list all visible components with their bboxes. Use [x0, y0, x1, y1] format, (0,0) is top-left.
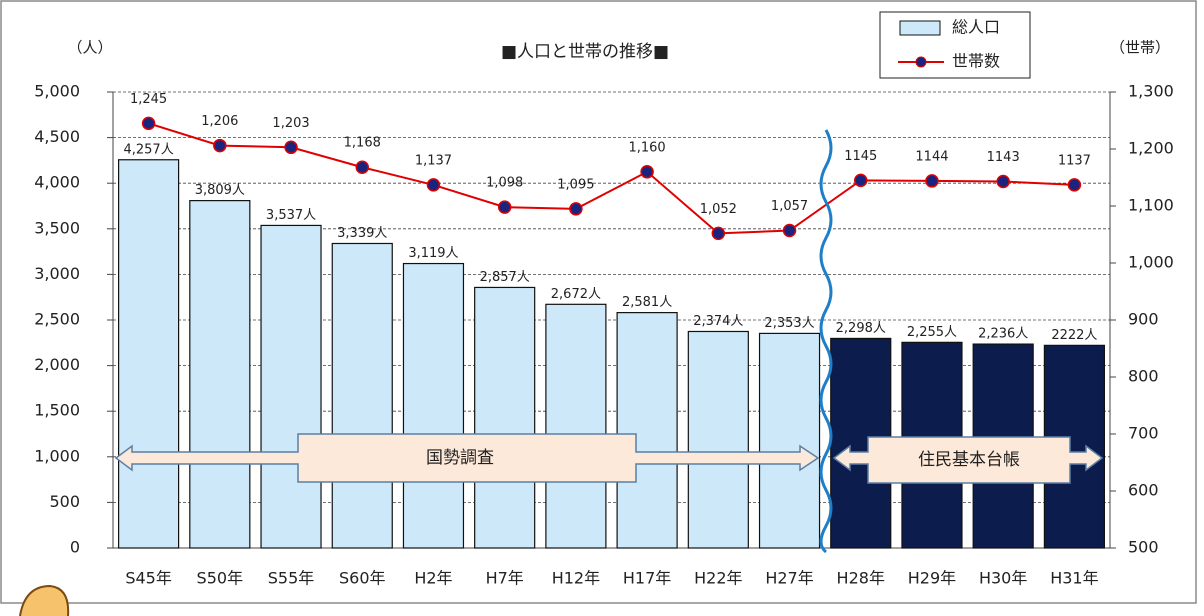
data-label: 1,098	[486, 176, 523, 191]
x-tick-label: H27年	[765, 569, 813, 588]
data-label: 1,160	[628, 140, 665, 155]
data-label: 2,298人	[836, 321, 886, 336]
annotation: 国勢調査	[426, 448, 494, 468]
bar	[760, 333, 820, 548]
x-tick-label: H12年	[552, 569, 600, 588]
y-tick-label: 3,000	[34, 264, 80, 283]
legend-label: 総人口	[952, 18, 1000, 37]
x-tick-label: H30年	[979, 569, 1027, 588]
x-tick-label: H29年	[908, 569, 956, 588]
line-marker	[356, 161, 368, 173]
y-tick-label: 1,000	[34, 446, 80, 465]
data-label: 1,245	[130, 92, 167, 107]
line-marker	[784, 225, 796, 237]
data-label: 1137	[1058, 153, 1091, 168]
x-tick-label: S55年	[268, 569, 315, 588]
data-label: 2,255人	[907, 325, 957, 340]
y2-tick-label: 1,300	[1128, 82, 1174, 101]
x-tick-label: S60年	[339, 569, 386, 588]
line-marker	[143, 117, 155, 129]
y-tick-label: 5,000	[34, 82, 80, 101]
data-label: 1,052	[700, 202, 737, 217]
y-tick-label: 4,000	[34, 173, 80, 192]
data-label: 1,168	[344, 136, 381, 151]
bar	[403, 264, 463, 548]
data-label: 3,809人	[195, 183, 245, 198]
line-marker	[499, 201, 511, 213]
chart: ■人口と世帯の推移■ （人） （世帯） 0 500 1,000 1,500 2,000 2…	[0, 0, 1204, 616]
x-tick-label: H17年	[623, 569, 671, 588]
y-tick-label: 0	[70, 538, 80, 557]
data-label: 1,057	[771, 199, 808, 214]
y-tick-label: 2,500	[34, 310, 80, 329]
y2-tick-label: 1,000	[1128, 253, 1174, 272]
bar	[546, 304, 606, 548]
x-tick-label: H31年	[1050, 569, 1098, 588]
line-marker	[285, 141, 297, 153]
data-label: 1145	[844, 149, 877, 164]
x-tick-label: H2年	[414, 569, 452, 588]
line-marker	[641, 166, 653, 178]
data-label: 2222人	[1051, 328, 1097, 343]
y-tick-label: 4,500	[34, 127, 80, 146]
x-tick-label: H22年	[694, 569, 742, 588]
data-label: 1144	[915, 149, 948, 164]
data-label: 1143	[987, 150, 1020, 165]
data-label: 3,537人	[266, 208, 316, 223]
data-label: 2,353人	[764, 316, 814, 331]
legend-swatch	[900, 21, 940, 35]
y-axis-label: （人）	[67, 39, 112, 57]
bar	[332, 243, 392, 548]
data-label: 4,257人	[123, 142, 173, 157]
line-marker	[1068, 179, 1080, 191]
line-marker	[570, 203, 582, 215]
annotation: 住民基本台帳	[918, 450, 1020, 470]
y-tick-label: 3,500	[34, 218, 80, 237]
x-tick-label: H28年	[837, 569, 885, 588]
y2-tick-label: 800	[1128, 367, 1159, 386]
legend-marker	[916, 57, 926, 67]
data-label: 1,137	[415, 153, 452, 168]
data-label: 1,206	[201, 114, 238, 129]
line-marker	[712, 227, 724, 239]
y-tick-label: 500	[49, 492, 80, 511]
y-tick-label: 2,000	[34, 355, 80, 374]
y2-tick-label: 900	[1128, 310, 1159, 329]
y2-tick-label: 500	[1128, 538, 1159, 557]
line-marker	[997, 175, 1009, 187]
data-label: 1,203	[272, 116, 309, 131]
bar	[190, 201, 250, 548]
data-label: 3,119人	[408, 246, 458, 261]
line-marker	[427, 179, 439, 191]
data-label: 2,581人	[622, 295, 672, 310]
y-tick-label: 1,500	[34, 401, 80, 420]
bar	[617, 313, 677, 548]
x-tick-label: S45年	[125, 569, 172, 588]
chart-title: ■人口と世帯の推移■	[501, 42, 669, 62]
y2-tick-label: 1,200	[1128, 139, 1174, 158]
x-tick-label: H7年	[486, 569, 524, 588]
data-label: 2,857人	[480, 270, 530, 285]
legend-label: 世帯数	[952, 52, 1000, 71]
data-label: 2,374人	[693, 314, 743, 329]
y2-tick-label: 1,100	[1128, 196, 1174, 215]
data-label: 3,339人	[337, 226, 387, 241]
line-marker	[855, 174, 867, 186]
line-marker	[926, 175, 938, 187]
y2-axis-label: （世帯）	[1110, 39, 1170, 57]
line-marker	[214, 140, 226, 152]
bar	[261, 225, 321, 548]
x-tick-label: S50年	[197, 569, 244, 588]
bar	[119, 160, 179, 548]
data-label: 2,672人	[551, 287, 601, 302]
y2-tick-label: 700	[1128, 424, 1159, 443]
bar	[688, 331, 748, 548]
data-label: 2,236人	[978, 327, 1028, 342]
data-label: 1,095	[557, 177, 594, 192]
y2-tick-label: 600	[1128, 481, 1159, 500]
bar	[475, 287, 535, 548]
